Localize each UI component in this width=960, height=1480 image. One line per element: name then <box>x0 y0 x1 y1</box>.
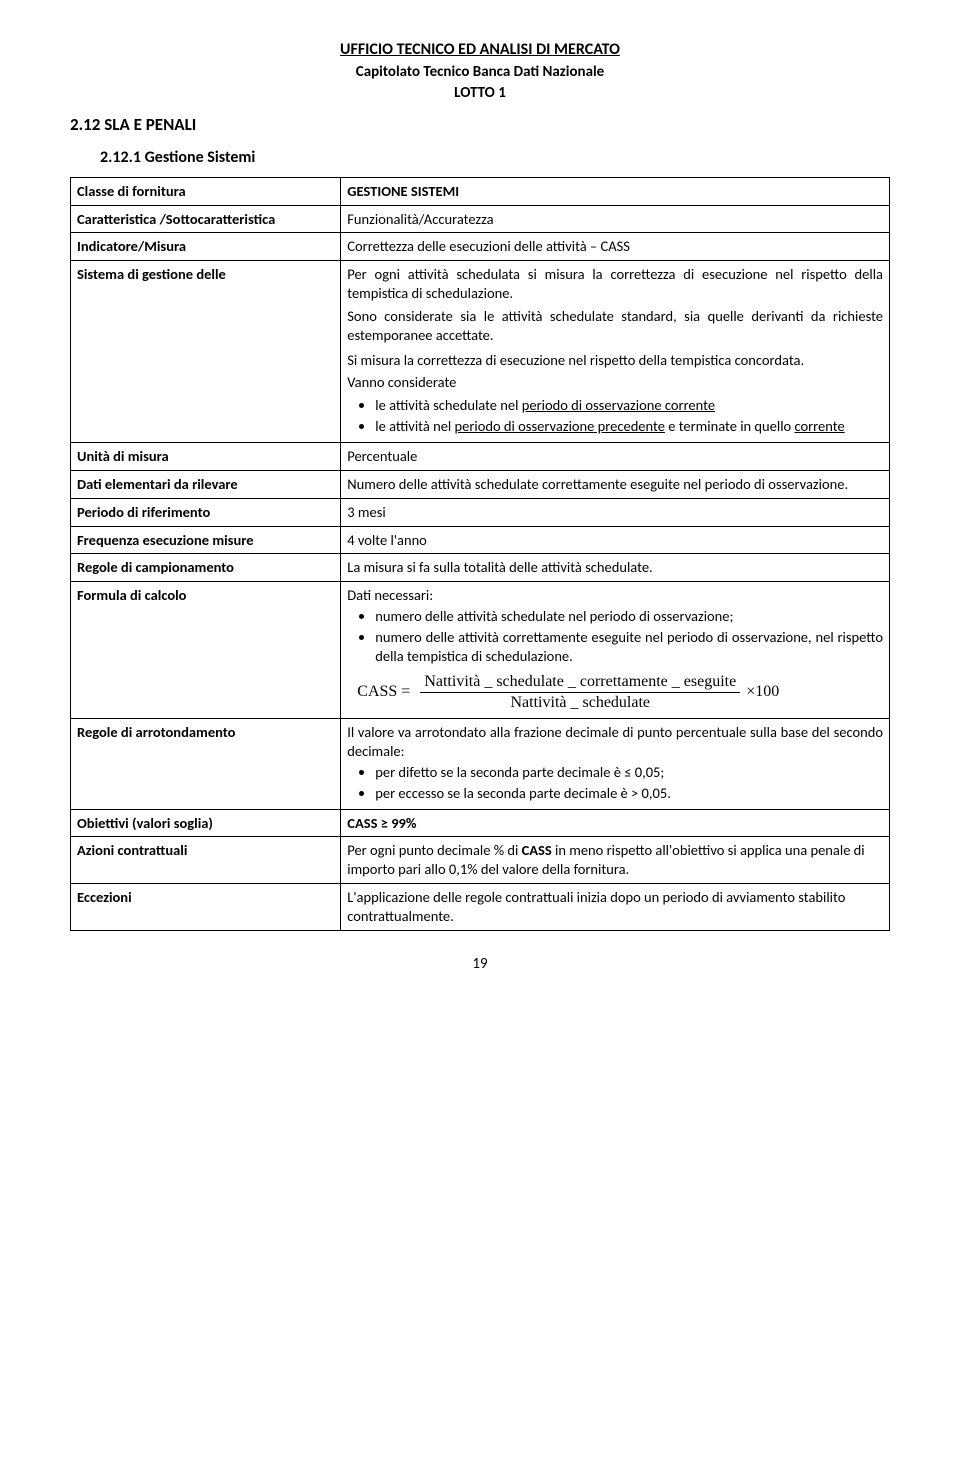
cell-unita-label: Unità di misura <box>71 442 341 470</box>
cell-eccezioni-label: Eccezioni <box>71 884 341 931</box>
table-row: Regole di arrotondamento Il valore va ar… <box>71 719 890 809</box>
cell-indicatore-value: Correttezza delle esecuzioni delle attiv… <box>341 233 890 261</box>
cell-dati-label: Dati elementari da rilevare <box>71 470 341 498</box>
obiettivi-value-text: CASS ≥ 99% <box>347 814 416 832</box>
list-item: le attività schedulate nel periodo di os… <box>375 396 883 415</box>
cell-caratteristica-label: Caratteristica /Sottocaratteristica <box>71 205 341 233</box>
cell-sistema-label: Sistema di gestione delle <box>71 261 341 443</box>
cell-obiettivi-label: Obiettivi (valori soglia) <box>71 809 341 837</box>
page-number: 19 <box>70 955 890 975</box>
regarr-list: per difetto se la seconda parte decimale… <box>347 763 883 803</box>
cell-regcamp-value: La misura si fa sulla totalità delle att… <box>341 554 890 582</box>
table-row: Periodo di riferimento 3 mesi <box>71 498 890 526</box>
cell-dati-value: Numero delle attività schedulate corrett… <box>341 470 890 498</box>
table-row: Obiettivi (valori soglia) CASS ≥ 99% <box>71 809 890 837</box>
list-item: per eccesso se la seconda parte decimale… <box>375 784 883 803</box>
cell-azioni-label: Azioni contrattuali <box>71 837 341 884</box>
formula-mult: ×100 <box>746 682 779 703</box>
sla-table: Classe di fornitura GESTIONE SISTEMI Car… <box>70 177 890 931</box>
list-item: le attività nel periodo di osservazione … <box>375 417 883 436</box>
page-header-line3: LOTTO 1 <box>70 84 890 104</box>
cell-regarr-label: Regole di arrotondamento <box>71 719 341 809</box>
fraction: Nattività _ schedulate _ correttamente _… <box>420 672 740 715</box>
cell-eccezioni-value: L'applicazione delle regole contrattuali… <box>341 884 890 931</box>
formula-num: Nattività _ schedulate _ correttamente _… <box>420 672 740 694</box>
sistema-list: le attività schedulate nel periodo di os… <box>347 396 883 436</box>
table-row: Frequenza esecuzione misure 4 volte l'an… <box>71 526 890 554</box>
table-row: Azioni contrattuali Per ogni punto decim… <box>71 837 890 884</box>
cell-indicatore-label: Indicatore/Misura <box>71 233 341 261</box>
cell-classe-label: Classe di fornitura <box>71 177 341 205</box>
table-row: Caratteristica /Sottocaratteristica Funz… <box>71 205 890 233</box>
table-row: Formula di calcolo Dati necessari: numer… <box>71 582 890 719</box>
cell-periodo-value: 3 mesi <box>341 498 890 526</box>
t: periodo di osservazione precedente <box>455 417 665 435</box>
table-row: Eccezioni L'applicazione delle regole co… <box>71 884 890 931</box>
cell-freq-value: 4 volte l'anno <box>341 526 890 554</box>
sistema-p4: Vanno considerate <box>347 373 883 392</box>
table-row: Regole di campionamento La misura si fa … <box>71 554 890 582</box>
formula-expression: CASS = Nattività _ schedulate _ corretta… <box>357 672 883 715</box>
cell-obiettivi-value: CASS ≥ 99% <box>341 809 890 837</box>
cell-formula-label: Formula di calcolo <box>71 582 341 719</box>
cell-classe-value: GESTIONE SISTEMI <box>341 177 890 205</box>
table-row: Sistema di gestione delle Per ogni attiv… <box>71 261 890 443</box>
list-item: per difetto se la seconda parte decimale… <box>375 763 883 782</box>
t: corrente <box>794 417 844 435</box>
cell-azioni-value: Per ogni punto decimale % di CASS in men… <box>341 837 890 884</box>
table-row: Indicatore/Misura Correttezza delle esec… <box>71 233 890 261</box>
cell-formula-value: Dati necessari: numero delle attività sc… <box>341 582 890 719</box>
cell-periodo-label: Periodo di riferimento <box>71 498 341 526</box>
formula-lhs: CASS <box>357 682 397 703</box>
sistema-p2: Sono considerate sia le attività schedul… <box>347 307 883 345</box>
classe-value-text: GESTIONE SISTEMI <box>347 182 459 200</box>
regarr-p1: Il valore va arrotondato alla frazione d… <box>347 723 883 761</box>
cell-unita-value: Percentuale <box>341 442 890 470</box>
t: le attività schedulate nel <box>375 396 521 414</box>
subsection-title: 2.12.1 Gestione Sistemi <box>100 148 890 169</box>
t: le attività nel <box>375 417 454 435</box>
formula-den: Nattività _ schedulate <box>420 693 740 714</box>
cell-freq-label: Frequenza esecuzione misure <box>71 526 341 554</box>
list-item: numero delle attività schedulate nel per… <box>375 607 883 626</box>
formula-eq: = <box>401 682 410 703</box>
formula-intro: Dati necessari: <box>347 586 883 605</box>
cell-regcamp-label: Regole di campionamento <box>71 554 341 582</box>
t: Per ogni punto decimale % di <box>347 841 521 859</box>
page-header-line1: UFFICIO TECNICO ED ANALISI DI MERCATO <box>70 40 890 61</box>
section-title: 2.12 SLA E PENALI <box>70 114 890 136</box>
t: CASS <box>522 841 552 859</box>
table-row: Unità di misura Percentuale <box>71 442 890 470</box>
sistema-p1: Per ogni attività schedulata si misura l… <box>347 265 883 303</box>
formula-list: numero delle attività schedulate nel per… <box>347 607 883 666</box>
cell-sistema-value: Per ogni attività schedulata si misura l… <box>341 261 890 443</box>
cell-caratteristica-value: Funzionalità/Accuratezza <box>341 205 890 233</box>
list-item: numero delle attività correttamente eseg… <box>375 628 883 666</box>
cell-regarr-value: Il valore va arrotondato alla frazione d… <box>341 719 890 809</box>
table-row: Classe di fornitura GESTIONE SISTEMI <box>71 177 890 205</box>
page-header-line2: Capitolato Tecnico Banca Dati Nazionale <box>70 63 890 83</box>
t: e terminate in quello <box>665 417 795 435</box>
table-row: Dati elementari da rilevare Numero delle… <box>71 470 890 498</box>
t: periodo di osservazione corrente <box>522 396 715 414</box>
sistema-p3: Si misura la correttezza di esecuzione n… <box>347 351 883 370</box>
